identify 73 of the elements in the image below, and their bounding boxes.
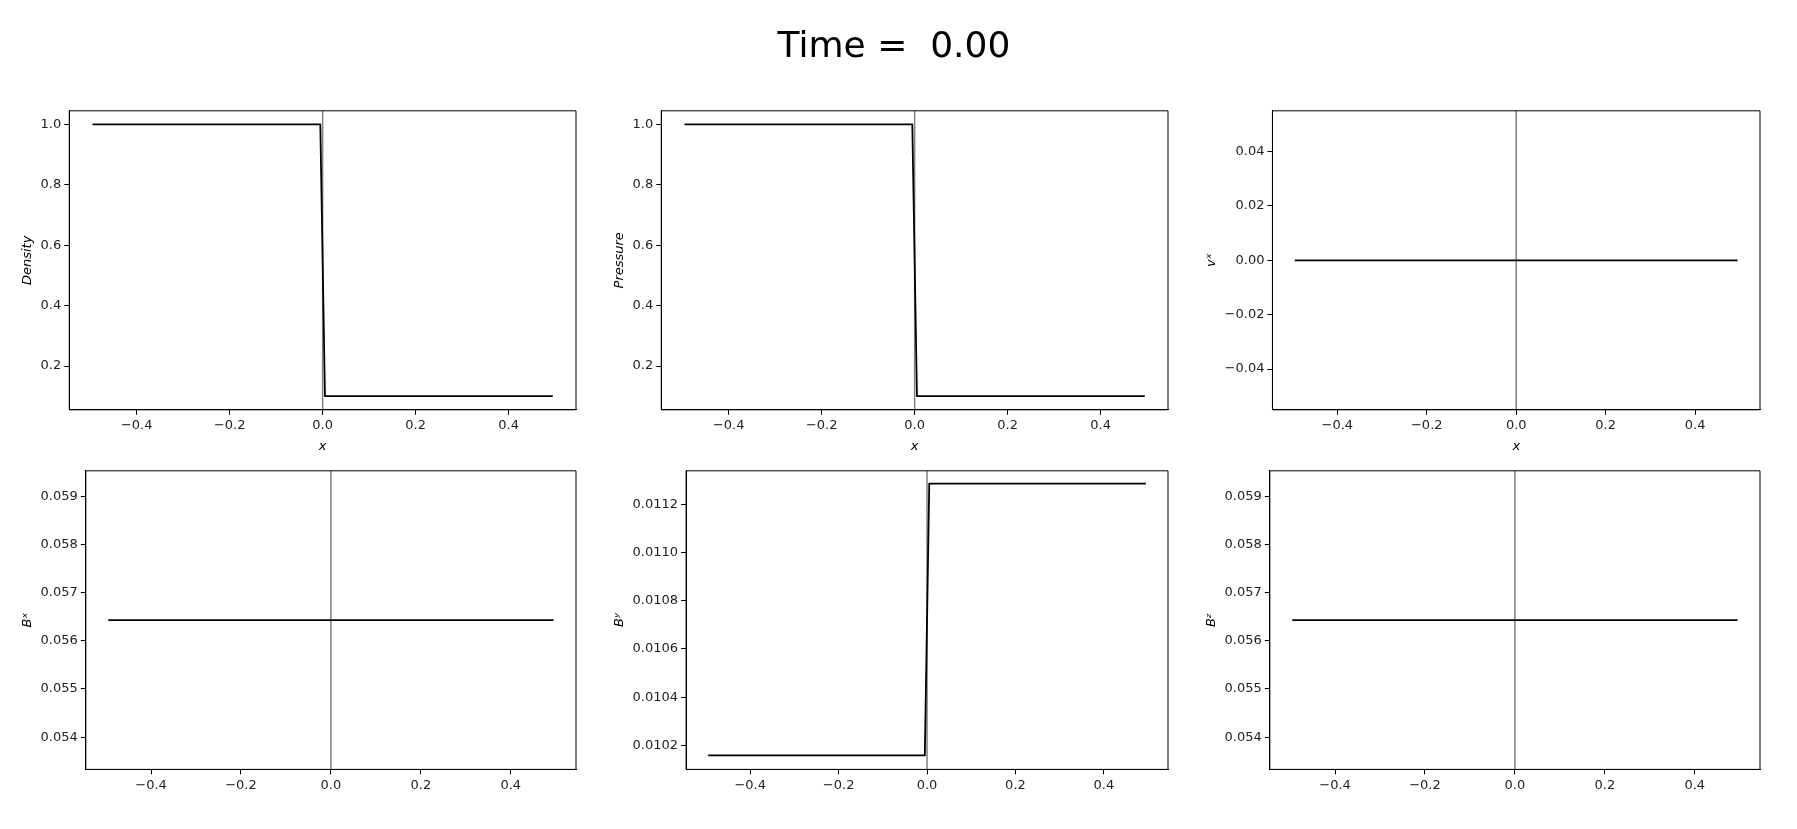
- x-axis-title: x: [909, 437, 919, 453]
- y-tick-label: 0.059: [1224, 487, 1262, 503]
- y-tick-label: 0.8: [632, 176, 654, 192]
- x-tick-label: −0.2: [213, 416, 246, 432]
- y-tick-label: 0.04: [1235, 142, 1265, 158]
- x-tick-label: 0.2: [405, 416, 426, 432]
- y-axis-title: Bᶻ: [1203, 613, 1219, 627]
- x-axis-title: x: [1511, 437, 1521, 453]
- x-tick-label: −0.2: [1410, 416, 1443, 432]
- y-tick-label: 0.2: [632, 357, 654, 373]
- y-tick-label: 0.0112: [632, 495, 679, 511]
- x-axis-title: x: [317, 437, 327, 453]
- y-tick-label: 0.056: [40, 632, 78, 648]
- y-tick-label: 0.0110: [632, 544, 679, 560]
- x-tick-label: 0.2: [410, 776, 432, 792]
- y-tick-label: 0.0102: [632, 736, 679, 752]
- x-tick-label: −0.2: [225, 776, 257, 792]
- y-tick-label: 0.8: [40, 176, 62, 192]
- x-tick-label: 0.0: [312, 416, 333, 432]
- x-tick-label: −0.2: [1409, 776, 1441, 792]
- x-tick-label: 0.4: [500, 776, 522, 792]
- x-tick-label: 0.4: [1093, 776, 1115, 792]
- y-axis-title: Pressure: [611, 232, 627, 289]
- x-tick-label: 0.4: [498, 416, 519, 432]
- y-tick-label: 0.057: [1224, 584, 1262, 600]
- x-tick-label: −0.4: [120, 416, 153, 432]
- y-axis-title: vˣ: [1203, 253, 1219, 268]
- x-tick-label: 0.2: [1005, 776, 1026, 792]
- y-tick-label: 0.055: [1224, 680, 1262, 696]
- y-tick-label: −0.04: [1224, 360, 1265, 376]
- x-tick-label: −0.4: [1319, 776, 1351, 792]
- x-tick-label: 0.0: [1505, 416, 1527, 432]
- y-tick-label: 0.0104: [632, 688, 679, 704]
- x-tick-label: 0.0: [1504, 776, 1526, 792]
- y-tick-label: 0.6: [632, 236, 654, 252]
- y-axis-title: Density: [19, 235, 35, 286]
- y-tick-label: 0.00: [1235, 251, 1265, 267]
- y-tick-label: 0.058: [1224, 535, 1262, 551]
- x-tick-label: 0.2: [1595, 416, 1617, 432]
- y-tick-label: 0.4: [632, 296, 654, 312]
- x-tick-label: −0.4: [1321, 416, 1354, 432]
- y-tick-label: 0.059: [40, 487, 78, 503]
- y-axis-title: Bʸ: [611, 612, 627, 627]
- x-tick-label: 0.4: [1090, 416, 1111, 432]
- x-tick-label: 0.0: [904, 416, 925, 432]
- y-tick-label: 0.055: [40, 680, 78, 696]
- y-tick-label: 0.054: [1224, 728, 1262, 744]
- chart-title: Time = 0.00: [776, 23, 1012, 67]
- y-tick-label: 0.4: [40, 296, 62, 312]
- x-tick-label: 0.2: [1594, 776, 1616, 792]
- y-tick-label: −0.02: [1224, 306, 1265, 322]
- x-tick-label: −0.2: [805, 416, 838, 432]
- y-axis-title: Bˣ: [19, 612, 35, 628]
- y-tick-label: 0.0108: [632, 592, 679, 608]
- y-tick-label: 1.0: [40, 115, 62, 131]
- y-tick-label: 0.02: [1235, 197, 1265, 213]
- y-tick-label: 0.6: [40, 236, 62, 252]
- x-tick-label: 0.0: [320, 776, 342, 792]
- x-tick-label: −0.2: [822, 776, 855, 792]
- x-tick-label: 0.4: [1684, 416, 1706, 432]
- x-tick-label: 0.2: [997, 416, 1018, 432]
- y-tick-label: 1.0: [632, 115, 654, 131]
- y-tick-label: 0.056: [1224, 632, 1262, 648]
- y-tick-label: 0.2: [40, 357, 62, 373]
- x-tick-label: 0.0: [916, 776, 938, 792]
- y-tick-label: 0.058: [40, 535, 78, 551]
- y-tick-label: 0.0106: [632, 640, 679, 656]
- y-tick-label: 0.054: [40, 728, 78, 744]
- x-tick-label: −0.4: [712, 416, 745, 432]
- x-tick-label: 0.4: [1684, 776, 1706, 792]
- x-tick-label: −0.4: [734, 776, 766, 792]
- x-tick-label: −0.4: [135, 776, 167, 792]
- y-tick-label: 0.057: [40, 584, 78, 600]
